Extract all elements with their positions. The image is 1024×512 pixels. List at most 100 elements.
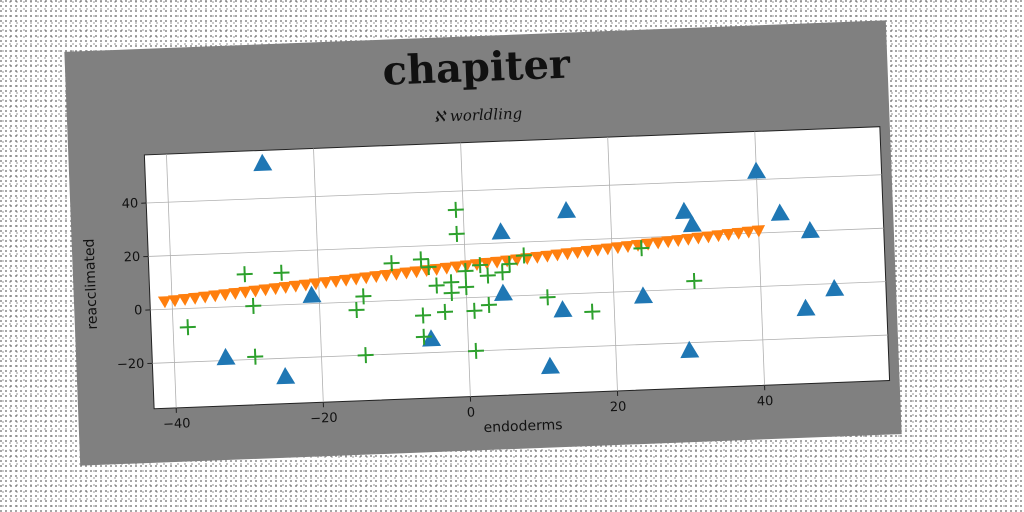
triangle-down-marker [218,288,232,302]
y-grid-line [148,227,884,257]
triangle-down-marker [359,272,373,285]
triangle-down-marker [550,249,564,262]
plus-marker [247,348,264,365]
triangle-down-marker [379,269,393,282]
plus-marker [348,301,365,319]
plus-marker [245,297,262,314]
plus-marker [458,279,475,296]
plus-marker [236,266,253,283]
triangle-down-marker [641,238,655,251]
triangle-up-marker [553,300,573,318]
triangle-down-marker [600,243,615,256]
triangle-down-marker [560,248,574,261]
triangle-down-marker [681,233,695,246]
triangle-up-marker [276,366,296,385]
triangle-down-marker [570,246,584,259]
triangle-down-marker [298,279,313,292]
triangle-down-marker [510,254,524,267]
x-tick-label: 0 [467,405,476,420]
triangle-down-marker [590,244,605,257]
triangle-down-marker [731,227,745,240]
triangle-down-marker [701,231,715,244]
triangle-up-marker [541,356,561,375]
triangle-down-marker [721,228,735,241]
triangle-down-marker [580,245,594,258]
chart-figure: chapiter ℵ worldling −40 −20 0 20 40 −20 0 20 40… [64,20,902,466]
x-tick-label: 20 [610,400,627,416]
plus-marker [428,277,445,294]
y-tick-label: 0 [134,303,143,318]
triangle-down-marker [751,225,766,238]
triangle-down-marker [399,267,413,280]
triangle-up-marker [796,298,816,317]
triangle-down-marker [198,291,212,304]
triangle-up-marker [747,161,767,179]
plus-marker [479,267,496,284]
plus-marker [467,342,485,359]
triangle-up-marker [634,286,654,304]
triangle-down-marker [449,261,464,274]
triangle-down-marker [369,270,383,284]
plus-marker [686,272,703,290]
triangle-up-marker [216,347,236,366]
plus-marker [436,303,454,320]
triangle-down-marker [389,268,403,281]
x-tick-label: 40 [757,394,774,410]
triangle-down-marker [268,282,282,296]
triangle-down-marker [167,294,182,308]
triangle-up-marker [770,203,790,221]
triangle-down-marker [339,274,353,287]
plot-area [143,126,891,410]
plus-marker [472,257,489,274]
triangle-up-marker [682,214,702,233]
y-grid-line [146,174,882,204]
triangle-down-marker [691,232,705,245]
plus-marker [494,264,511,281]
triangle-up-marker [302,285,322,304]
plus-marker [480,296,497,313]
plus-marker [515,247,532,264]
triangle-down-marker [651,237,665,250]
plus-marker [383,255,400,272]
plus-marker [584,303,601,320]
triangle-down-marker [490,256,504,269]
triangle-down-marker [178,293,192,306]
plus-marker [457,262,474,280]
y-tick-label: 40 [121,196,138,212]
x-tick-label: −20 [310,411,338,427]
triangle-down-marker [308,278,323,291]
y-grid-line [150,281,886,311]
triangle-down-marker [620,240,635,253]
plus-marker [355,288,372,305]
plus-marker [179,319,196,336]
triangle-down-marker [278,281,292,294]
plus-marker [420,259,437,276]
y-tick-label: 20 [123,250,140,266]
plus-marker [447,201,464,218]
triangle-up-marker [253,153,273,172]
triangle-down-marker [409,266,423,279]
triangle-up-marker [422,329,442,347]
triangle-down-marker [208,290,222,303]
triangle-down-marker [530,251,544,264]
plus-marker [357,347,374,364]
triangle-down-marker [711,229,725,243]
triangle-down-marker [318,276,333,290]
triangle-down-marker [238,286,252,299]
triangle-up-marker [494,283,514,302]
plus-marker [415,307,432,324]
triangle-up-marker [800,221,820,239]
triangle-down-marker [258,284,272,297]
plus-marker [415,328,432,345]
triangle-up-marker [675,201,694,220]
triangle-down-marker [671,234,685,247]
x-grid-line [313,148,324,403]
triangle-down-marker [248,285,262,298]
triangle-down-marker [329,275,343,288]
plus-marker [412,251,429,268]
triangle-up-marker [557,200,577,219]
x-tick-label: −40 [163,416,191,432]
triangle-down-marker [459,260,474,273]
triangle-down-marker [439,262,454,275]
triangle-down-marker [479,257,494,270]
